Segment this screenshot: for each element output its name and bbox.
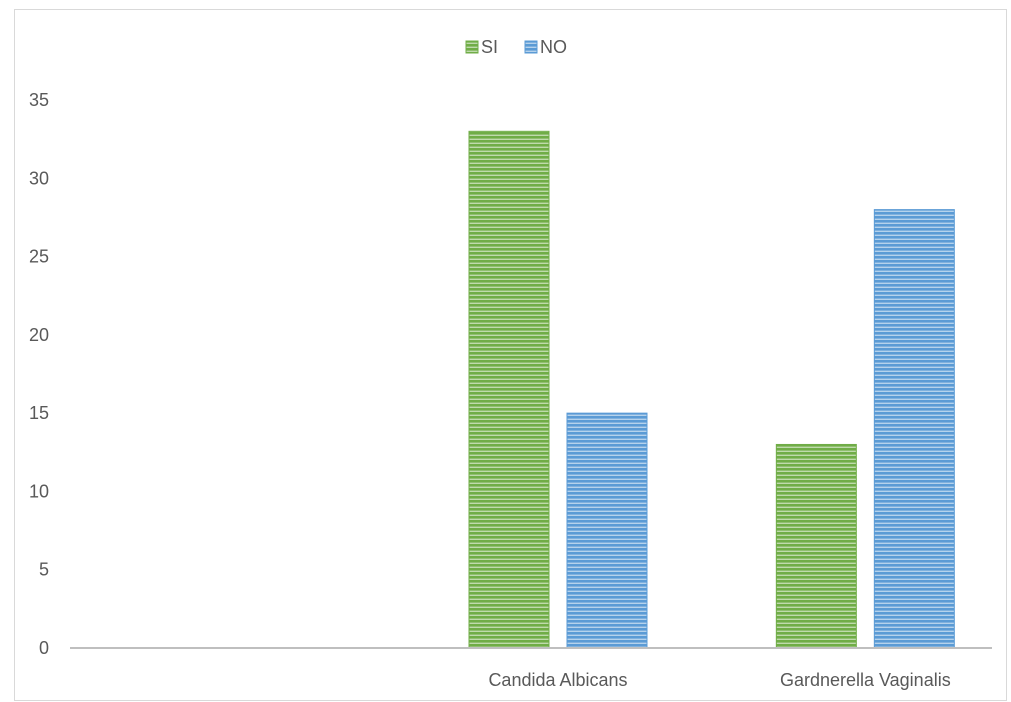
- y-axis-ticks: 0 5 10 15 20 25 30 35: [29, 90, 49, 658]
- bar-no-candida-albicans: [566, 412, 648, 649]
- y-tick-label: 15: [29, 403, 49, 423]
- bar-si-gardnerella-vaginalis: [775, 443, 857, 649]
- x-category-label: Gardnerella Vaginalis: [780, 670, 951, 690]
- y-tick-label: 30: [29, 168, 49, 188]
- legend-label-no: NO: [540, 37, 567, 57]
- bar-si-candida-albicans: [468, 130, 550, 649]
- y-tick-label: 25: [29, 247, 49, 267]
- y-tick-label: 20: [29, 325, 49, 345]
- y-tick-label: 10: [29, 481, 49, 501]
- legend: SI NO: [465, 37, 567, 57]
- x-category-label: Candida Albicans: [488, 670, 627, 690]
- chart-frame: [14, 9, 1007, 701]
- legend-label-si: SI: [481, 37, 498, 57]
- y-tick-label: 35: [29, 90, 49, 110]
- bars: [468, 130, 955, 649]
- y-tick-label: 0: [39, 638, 49, 658]
- legend-swatch-si: [465, 40, 479, 54]
- y-tick-label: 5: [39, 560, 49, 580]
- legend-swatch-no: [524, 40, 538, 54]
- x-axis-labels: Candida Albicans Gardnerella Vaginalis: [488, 670, 950, 690]
- bar-no-gardnerella-vaginalis: [873, 209, 955, 649]
